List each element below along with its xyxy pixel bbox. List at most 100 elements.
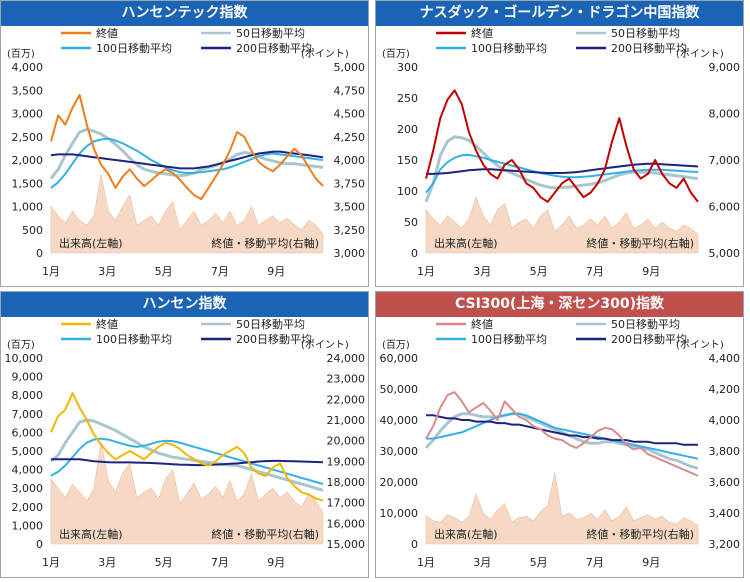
right-tick-label: 3,500 (334, 201, 366, 214)
chart-title: ハンセンテック指数 (1, 1, 368, 26)
legend-label-ma50: 50日移動平均 (611, 317, 680, 331)
right-tick-label: 9,000 (709, 61, 741, 74)
left-tick-label: 200 (397, 123, 418, 136)
left-tick-label: 9,000 (12, 371, 44, 384)
left-tick-label: 10,000 (380, 507, 419, 520)
x-tick-label: 3月 (98, 265, 116, 278)
series-line-ma200 (50, 150, 324, 170)
x-tick-label: 5月 (530, 556, 548, 569)
volume-area (425, 472, 699, 545)
legend-label-close: 終値 (471, 317, 493, 331)
left-tick-label: 50 (404, 216, 418, 229)
series-line-ma50 (49, 127, 324, 180)
right-tick-label: 4,750 (334, 84, 366, 97)
legend-label-close: 終値 (471, 26, 493, 40)
right-tick-label: 3,750 (334, 177, 366, 190)
right-axis-unit: (ポイント) (676, 339, 724, 351)
panel-nasdaq-golden-dragon: ナスダック・ゴールデン・ドラゴン中国指数 終値 50日移動平均 100日移動平均 20… (375, 0, 744, 287)
legend-label-ma100: 100日移動平均 (96, 41, 172, 55)
chart-svg: 終値 50日移動平均 100日移動平均 200日移動平均 (百万) (ポイント) 4,000… (7, 26, 366, 278)
left-tick-label: 5,000 (12, 445, 44, 458)
left-tick-label: 0 (36, 247, 43, 260)
right-axis-unit: (ポイント) (676, 48, 724, 60)
right-tick-label: 3,000 (334, 247, 366, 260)
volume-axis-note: 出来高(左軸) (59, 527, 123, 541)
left-tick-label: 1,500 (12, 177, 44, 190)
right-tick-label: 4,500 (334, 108, 366, 121)
x-tick-label: 9月 (267, 556, 285, 569)
series-line-ma100 (425, 153, 699, 194)
panel-hang-seng: ハンセン指数 終値 50日移動平均 100日移動平均 200日移動平均 (百万) (ポイン… (0, 291, 369, 578)
left-tick-label: 500 (22, 224, 43, 237)
right-tick-label: 3,600 (709, 476, 741, 489)
legend-label-ma200: 200日移動平均 (236, 41, 312, 55)
chart-title: ナスダック・ゴールデン・ドラゴン中国指数 (376, 1, 743, 26)
right-tick-label: 23,000 (327, 373, 366, 386)
x-tick-label: 3月 (473, 265, 491, 278)
volume-area (425, 196, 699, 254)
right-tick-label: 3,400 (709, 507, 741, 520)
series-line-ma50 (424, 135, 699, 203)
left-tick-label: 250 (397, 92, 418, 105)
left-axis-unit: (百万) (382, 339, 410, 351)
right-tick-label: 21,000 (327, 414, 366, 427)
chart-svg: 終値 50日移動平均 100日移動平均 200日移動平均 (百万) (ポイント) 10,00… (5, 317, 366, 569)
right-tick-label: 4,200 (709, 383, 741, 396)
right-tick-label: 20,000 (327, 435, 366, 448)
x-tick-label: 9月 (642, 556, 660, 569)
x-tick-label: 1月 (417, 556, 435, 569)
left-tick-label: 4,000 (12, 61, 44, 74)
left-tick-label: 30,000 (380, 445, 419, 458)
legend-label-ma200: 200日移動平均 (611, 41, 687, 55)
series-line-close (425, 89, 699, 203)
series-line-ma200 (51, 458, 324, 467)
left-tick-label: 50,000 (380, 383, 419, 396)
left-tick-label: 150 (397, 154, 418, 167)
x-tick-label: 5月 (155, 556, 173, 569)
legend-label-ma200: 200日移動平均 (236, 332, 312, 346)
right-tick-label: 17,000 (327, 497, 366, 510)
x-tick-label: 1月 (417, 265, 435, 278)
legend-label-ma50: 50日移動平均 (236, 317, 305, 331)
right-tick-label: 4,400 (709, 352, 741, 365)
legend-label-ma100: 100日移動平均 (471, 41, 547, 55)
x-tick-label: 3月 (473, 556, 491, 569)
legend-label-ma50: 50日移動平均 (611, 26, 680, 40)
right-tick-label: 15,000 (327, 538, 366, 551)
series-line-close (50, 392, 324, 502)
right-tick-label: 4,000 (334, 154, 366, 167)
left-tick-label: 6,000 (12, 426, 44, 439)
series-line-close (50, 93, 324, 201)
right-tick-label: 7,000 (709, 154, 741, 167)
x-tick-label: 7月 (586, 265, 604, 278)
x-tick-label: 3月 (98, 556, 116, 569)
right-tick-label: 3,800 (709, 445, 741, 458)
volume-area (50, 173, 324, 254)
left-tick-label: 300 (397, 61, 418, 74)
series-line-ma200 (426, 414, 698, 446)
left-tick-label: 0 (411, 538, 418, 551)
left-tick-label: 100 (397, 185, 418, 198)
x-tick-label: 9月 (267, 265, 285, 278)
left-axis-unit: (百万) (7, 48, 35, 60)
legend-label-close: 終値 (96, 317, 118, 331)
right-tick-label: 4,000 (709, 414, 741, 427)
left-axis-unit: (百万) (7, 339, 35, 351)
right-tick-label: 5,000 (709, 247, 741, 260)
left-tick-label: 3,500 (12, 84, 44, 97)
chart-svg: 終値 50日移動平均 100日移動平均 200日移動平均 (百万) (ポイント) 60,00… (380, 317, 741, 569)
left-tick-label: 1,000 (12, 519, 44, 532)
volume-area (50, 441, 324, 545)
chart-title: CSI300(上海・深セン300)指数 (376, 292, 743, 317)
legend-label-ma50: 50日移動平均 (236, 26, 305, 40)
volume-axis-note: 出来高(左軸) (434, 236, 498, 250)
legend-label-ma200: 200日移動平均 (611, 332, 687, 346)
price-axis-note: 終値・移動平均(右軸) (586, 236, 694, 250)
right-tick-label: 19,000 (327, 455, 366, 468)
chart-title: ハンセン指数 (1, 292, 368, 317)
right-tick-label: 5,000 (334, 61, 366, 74)
left-tick-label: 0 (36, 538, 43, 551)
x-tick-label: 1月 (42, 556, 60, 569)
left-tick-label: 10,000 (5, 352, 44, 365)
panel-hang-seng-tech: ハンセンテック指数 終値 50日移動平均 100日移動平均 200日移動平均 (百万) (… (0, 0, 369, 287)
